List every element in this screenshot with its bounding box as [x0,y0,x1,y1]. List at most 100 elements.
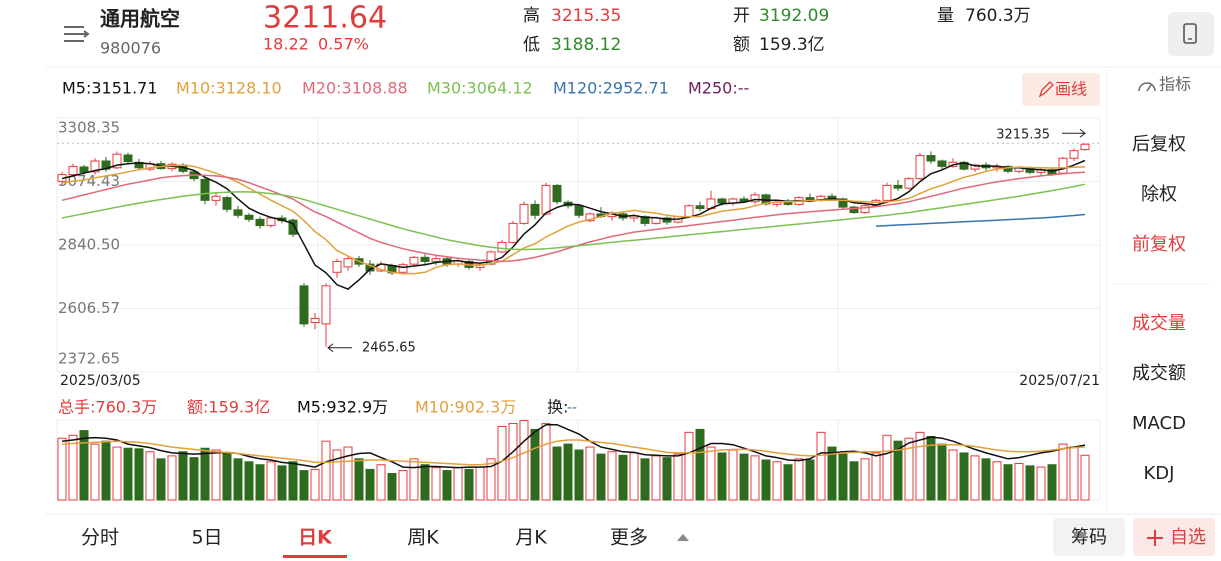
x-label: 2025/07/21 [1019,373,1100,389]
volume-ma-line [61,439,1086,466]
side-item[interactable]: 前复权 [1132,234,1186,255]
volume-bar [519,420,529,501]
candle-body [431,258,441,262]
turnover-label: 换: [547,398,568,417]
candle-body [1080,143,1090,151]
side-item[interactable]: 成交额 [1132,363,1186,384]
volume-bar [156,458,166,501]
legend-entry: M30:3064.12 [427,79,533,98]
volume-bar [321,440,331,501]
tab[interactable]: 分时 [81,527,119,549]
volume-bar [1080,454,1090,501]
ma-line [61,183,1086,251]
volume-bar [772,461,782,501]
high-label: 高 [523,6,540,26]
volume-bar [871,452,881,501]
volume-bar [805,459,815,501]
candle-body [200,178,210,201]
volume-bar [629,452,639,501]
volume-bar [849,461,859,501]
ma-line [61,171,1086,263]
side-item[interactable]: KDJ [1144,463,1175,484]
high: 3215.35 [551,6,621,26]
ma-line [875,213,1086,227]
volume-bar [717,452,727,501]
y-tick-label: 3308.35 [58,119,120,137]
volume-bar [827,446,837,501]
volume-bar [794,458,804,501]
volume-bar [838,453,848,501]
price: 3211.64 [263,1,387,36]
candle-body [717,198,727,204]
volume-bar [915,431,925,501]
volume-bar [277,465,287,501]
volume-bar [1069,446,1079,501]
min-annotation: 2465.65 [362,340,416,355]
legend-entry: M250:-- [688,79,749,98]
volume-bar [1047,464,1057,501]
volume-bar [310,468,320,501]
tab-bar: 分时 5日 日K 周K 月K 更多 [81,527,648,558]
low-label: 低 [523,35,540,55]
volume-label: 量 [937,6,954,26]
total-volume: 总手:760.3万 [58,398,157,417]
candle-body [915,155,925,180]
candle-body [1058,157,1068,174]
volume-bar [464,468,474,501]
tab[interactable]: 更多 [610,527,648,549]
candle-body [849,206,859,214]
side-item[interactable]: 后复权 [1132,134,1186,155]
legend-entry: M10:3128.10 [176,79,282,98]
volume-bar [1003,464,1013,501]
candle-body [684,205,694,218]
volume-bar [354,458,364,501]
volume-bar [101,440,111,501]
candle-body [90,160,100,173]
candle-body [695,205,705,209]
volume-bar [992,461,1002,501]
tab[interactable]: 5日 [191,527,222,549]
ma-legend: M5:3151.71 M10:3128.10 M20:3108.88 M30:3064… [62,79,749,98]
max-annotation: 3215.35 [996,128,1050,143]
candle-body [970,164,980,170]
candle-body [519,203,529,224]
candle-body [750,194,760,203]
tab[interactable]: 周K [407,527,439,549]
volume-bar [266,461,276,501]
more-arrow[interactable] [677,534,689,541]
side-item[interactable]: 除权 [1141,184,1177,205]
watchlist-button[interactable]: 自选 [1133,518,1215,556]
candle-body [112,153,122,169]
candle-body [79,166,89,173]
device-button[interactable] [1168,12,1214,56]
side-title: 指标 [1159,75,1191,94]
side-item[interactable]: MACD [1132,413,1186,434]
volume-bar [673,453,683,501]
tab[interactable]: 日K [298,527,333,549]
volume-bar [1058,443,1068,501]
low: 3188.12 [551,35,621,55]
side-item[interactable]: 成交量 [1132,313,1186,334]
candle-body [937,160,947,167]
volume-bar [508,423,518,501]
volume-bar [948,449,958,501]
candle-body [233,209,243,216]
volume-bar [596,453,606,501]
volume-legend: M5:932.9万 [297,398,388,417]
tab[interactable]: 月K [515,527,547,549]
candle-body [838,198,848,208]
watchlist-label: 自选 [1170,527,1206,548]
candle-body [530,203,540,216]
candle-body [343,258,353,268]
volume-bar [640,458,650,501]
chips-button[interactable]: 筹码 [1053,518,1125,556]
volume-legend: M10:902.3万 [415,398,516,417]
draw-button[interactable]: 画线 [1022,73,1100,106]
candle-body [244,214,254,220]
volume-bar [387,473,397,501]
menu-icon[interactable] [64,26,90,42]
